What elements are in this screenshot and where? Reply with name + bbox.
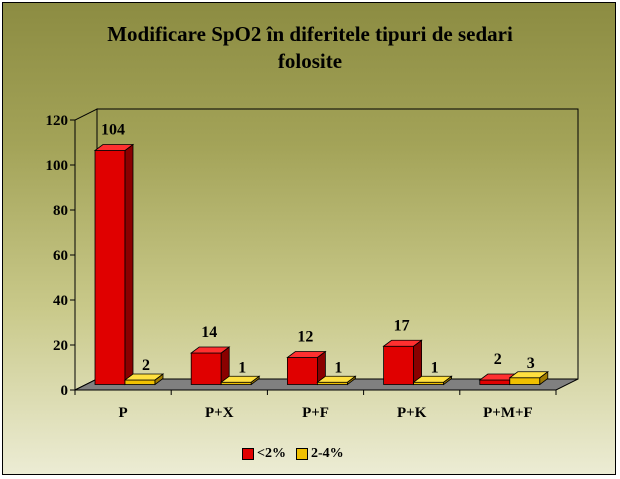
data-label: 1: [431, 359, 439, 376]
bar-top-2-P+M+F: [508, 371, 549, 379]
y-tick-label: 120: [46, 113, 69, 129]
bar-top-1-P: [93, 144, 135, 151]
bar-1-P: [94, 150, 126, 385]
bar-top-2-P+F: [316, 375, 357, 383]
data-label: 2: [494, 351, 502, 368]
x-tick-label: P+M+F: [483, 405, 533, 421]
y-tick-label: 60: [53, 248, 68, 264]
x-tick-label: P+F: [302, 405, 329, 421]
legend-swatch-series-1: [242, 448, 254, 460]
bar-top-1-P+F: [286, 351, 327, 358]
data-label: 12: [297, 329, 313, 346]
bar-1-P+K: [383, 345, 415, 385]
bar-top-2-P+K: [412, 375, 453, 383]
x-tick-label: P+K: [397, 405, 427, 421]
chart-title-line-1: Modificare SpO2 în diferitele tipuri de …: [107, 22, 513, 46]
bar-top-1-P+K: [382, 339, 423, 347]
legend-item-series-1: <2%: [242, 446, 286, 462]
data-label: 104: [101, 122, 125, 139]
legend-label-series-2: 2-4%: [310, 446, 344, 461]
x-tick-label: P+X: [205, 405, 234, 421]
y-tick-label: 100: [46, 158, 69, 174]
bar-1-P+F: [286, 357, 318, 385]
legend-label-series-1: <2%: [257, 446, 286, 461]
y-tick-label: 20: [53, 338, 68, 354]
data-label: 14: [201, 324, 217, 341]
legend-swatch-series-2: [295, 448, 308, 460]
bar-2-P+M+F: [509, 377, 541, 385]
chart-title-line-2: folosite: [277, 49, 343, 73]
data-label: 1: [238, 359, 246, 376]
bar-top-1-P+X: [189, 346, 231, 354]
side-wall: [74, 108, 98, 391]
x-tick-label: P: [119, 405, 128, 421]
chart-legend: <2% 2-4%: [242, 446, 344, 462]
y-tick-label: 0: [61, 383, 69, 399]
bar-1-P+M+F: [479, 379, 511, 385]
bar-top-2-P+X: [219, 375, 261, 383]
y-tick-label: 80: [53, 203, 68, 219]
legend-item-series-2: 2-4%: [295, 446, 344, 462]
bar-top-2-P: [123, 373, 165, 381]
data-label: 2: [142, 357, 150, 374]
back-wall: [96, 108, 579, 380]
data-label: 3: [527, 355, 535, 372]
data-label: 17: [394, 317, 410, 334]
bar-2-P: [124, 379, 156, 385]
y-tick-label: 40: [53, 293, 68, 309]
data-label: 1: [334, 359, 342, 376]
bar-side-1-P: [124, 143, 134, 386]
bar-1-P+X: [190, 352, 222, 385]
